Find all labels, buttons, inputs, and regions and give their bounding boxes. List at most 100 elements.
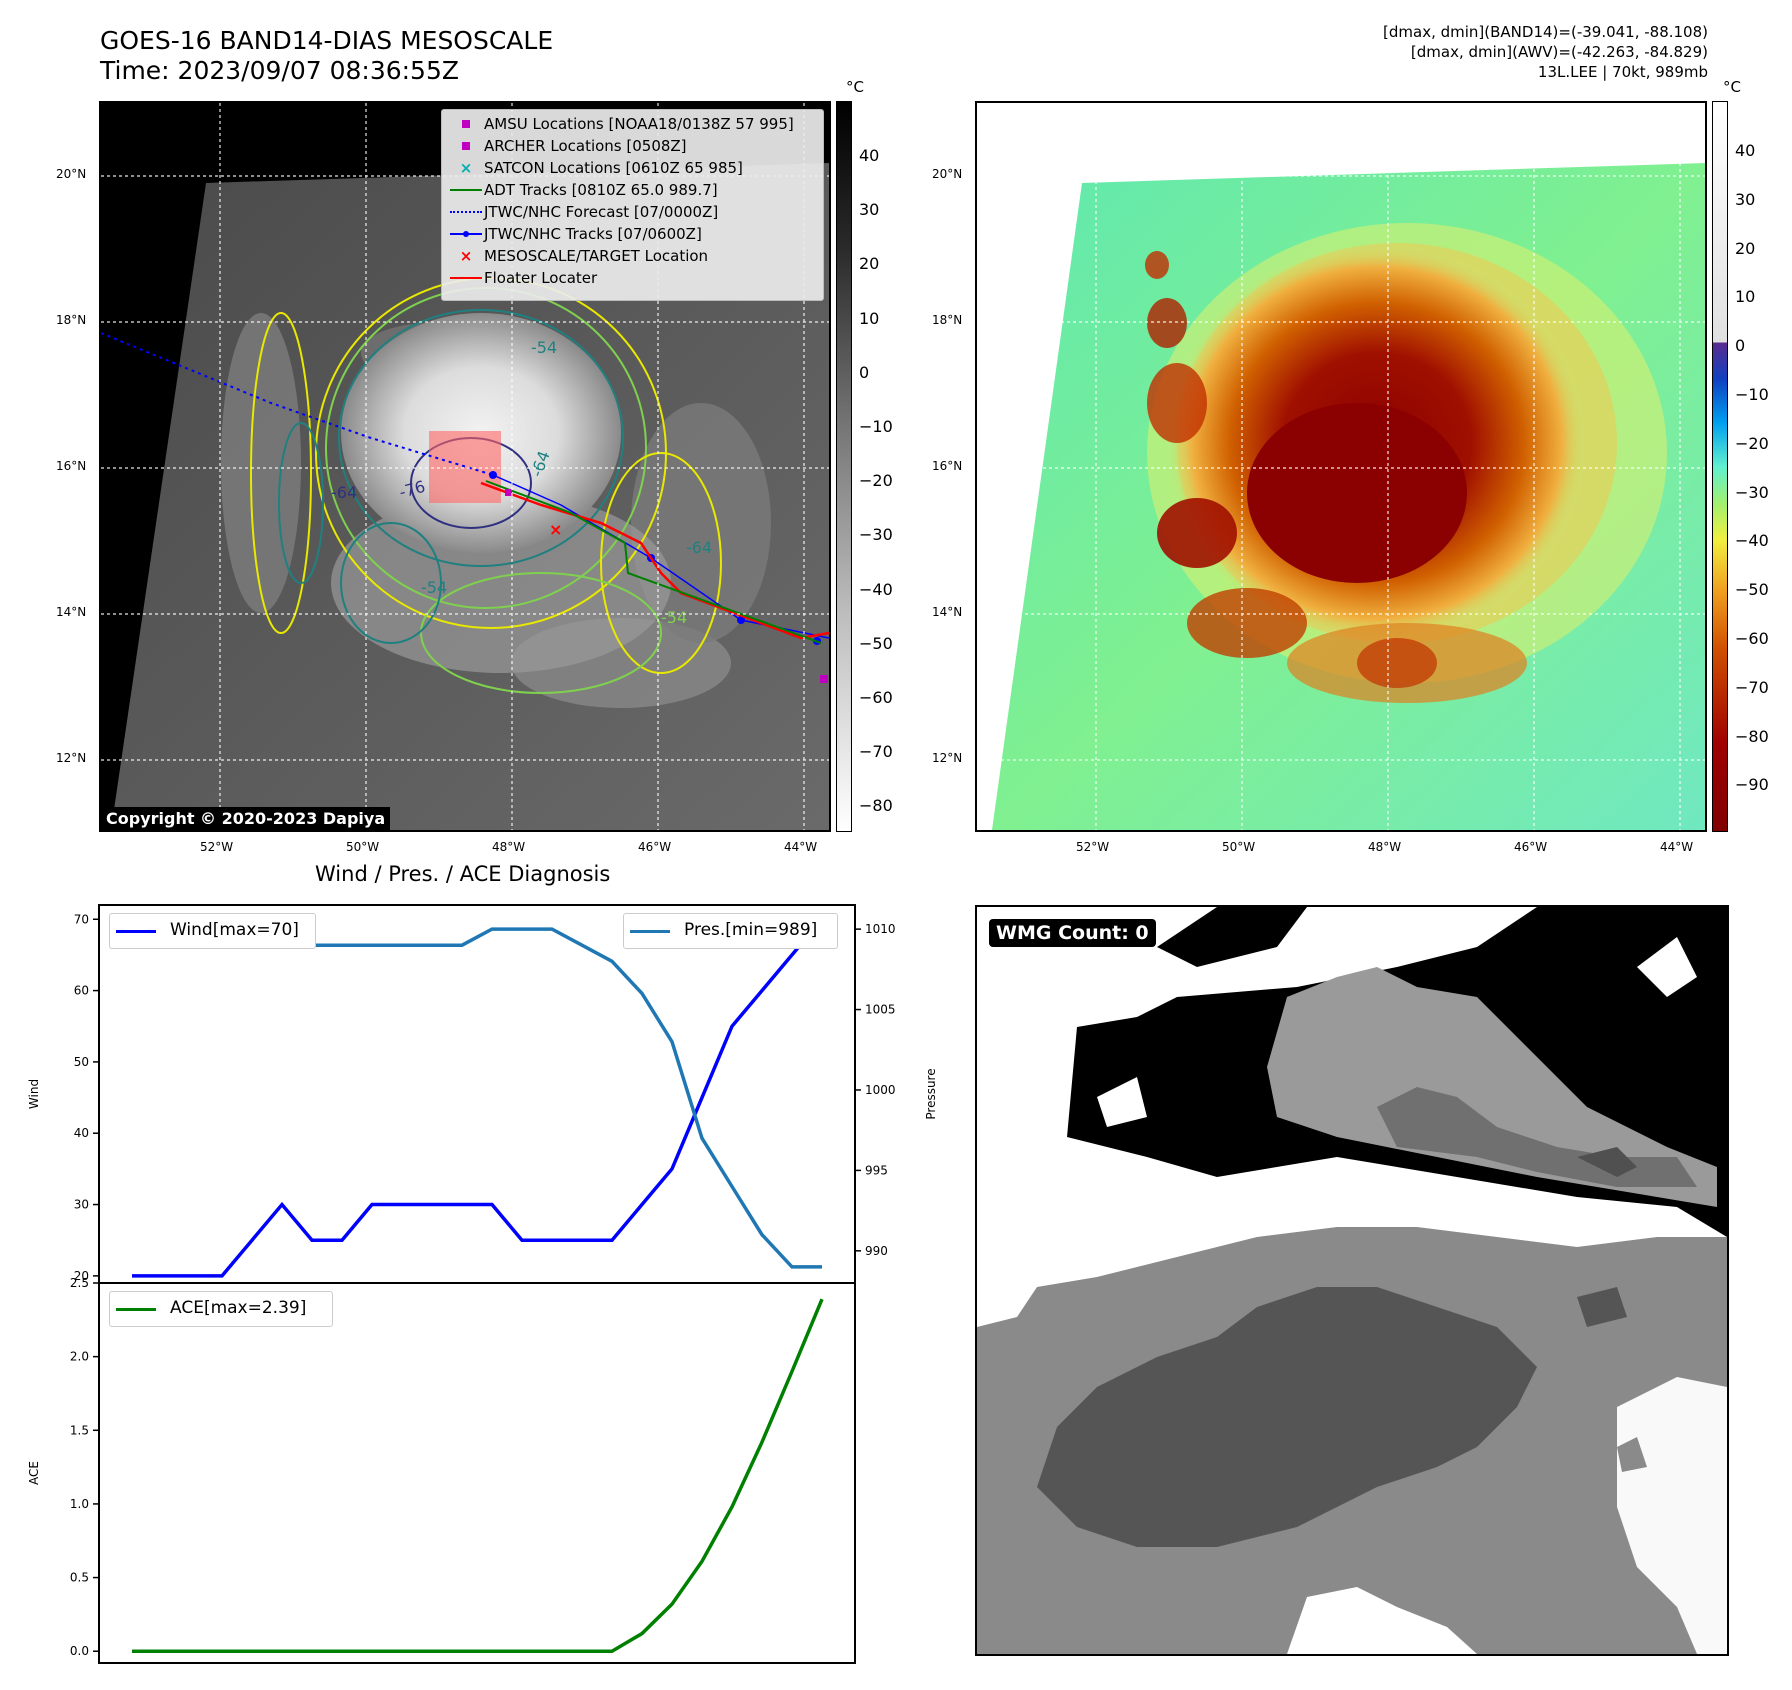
- colorbar-tick-label: 40: [859, 146, 880, 165]
- wind-legend-label: Wind[max=70]: [170, 920, 299, 940]
- colorbar-tick-label: −40: [859, 579, 893, 599]
- legend-item-jtwc-tracks: JTWC/NHC Tracks [07/0600Z]: [448, 222, 702, 244]
- title-line-1: GOES-16 BAND14-DIAS MESOSCALE: [100, 26, 554, 55]
- contour-label: -64: [686, 538, 712, 557]
- contour-teal: [338, 309, 624, 567]
- series-line: [132, 918, 824, 1278]
- wmg-image: [977, 907, 1727, 1654]
- colorbar-left: [836, 101, 852, 832]
- target-marker: ×: [549, 520, 562, 539]
- diagnosis-chart: 70 60 50 40 30 20 Wind 1010 1005 1000 995 990 Pressu…: [27, 904, 938, 1664]
- colorbar-tick-label: 20: [1735, 238, 1756, 258]
- lon-label: 46°W: [1514, 840, 1548, 854]
- wind-legend-line-icon: [116, 930, 156, 933]
- lat-label: 12°N: [56, 751, 87, 765]
- wind-legend: Wind[max=70]: [109, 913, 316, 949]
- map-legend: AMSU Locations [NOAA18/0138Z 57 995] ARC…: [441, 109, 824, 301]
- colorbar-tick-label: −20: [1735, 433, 1769, 453]
- ace-legend: ACE[max=2.39]: [109, 1291, 333, 1327]
- y-tick-label: 30: [74, 1198, 89, 1212]
- colorbar-tick-label: 0: [1735, 336, 1746, 356]
- awv-map-image: [977, 103, 1705, 830]
- lon-label: 52°W: [1076, 840, 1110, 854]
- series-line: [132, 927, 822, 1269]
- floater-track: [480, 481, 829, 640]
- mesoscale-box: [429, 431, 501, 503]
- awv-map-panel: [975, 101, 1707, 832]
- lon-label: 52°W: [200, 840, 234, 854]
- info-block: [dmax, dmin](BAND14)=(-39.041, -88.108) …: [1383, 22, 1708, 82]
- y2-tick-label: 990: [865, 1244, 888, 1258]
- lon-label: 48°W: [492, 840, 526, 854]
- copyright-label: Copyright © 2020-2023 Dapiya: [101, 807, 391, 830]
- colorbar-tick-label: −30: [1735, 482, 1769, 502]
- lat-label: 20°N: [56, 167, 87, 181]
- y-tick-label: 1.5: [70, 1423, 89, 1437]
- x-marker-icon: ×: [459, 158, 473, 177]
- pressure-legend-line-icon: [630, 930, 670, 933]
- lat-label: 16°N: [932, 459, 963, 473]
- legend-item-amsu: AMSU Locations [NOAA18/0138Z 57 995]: [448, 112, 794, 134]
- colorbar-tick-label: −30: [859, 525, 893, 545]
- legend-item-archer: ARCHER Locations [0508Z]: [448, 134, 687, 156]
- info-line-2: [dmax, dmin](AWV)=(-42.263, -84.829): [1410, 43, 1708, 61]
- lat-label: 14°N: [56, 605, 87, 619]
- contour-label: -54: [661, 608, 687, 627]
- lat-label: 12°N: [932, 751, 963, 765]
- pressure-legend-label: Pres.[min=989]: [684, 920, 818, 940]
- y2-tick-label: 1005: [865, 1003, 896, 1017]
- lat-label: 20°N: [932, 167, 963, 181]
- contour-label: -54: [531, 338, 557, 357]
- plot-frame: [98, 904, 856, 1284]
- wmg-panel: WMG Count: 0: [975, 905, 1729, 1656]
- lat-label: 14°N: [932, 605, 963, 619]
- colorbar-tick-label: −80: [859, 796, 893, 816]
- lon-label: 46°W: [638, 840, 672, 854]
- colorbar-tick-label: 10: [859, 308, 880, 328]
- colorbar-left-unit: °C: [846, 78, 864, 96]
- colorbar-tick-label: 30: [859, 200, 880, 220]
- ir-map-panel: -54 -64 -76 -64 -54 -64 -54 × Copyright …: [99, 101, 831, 832]
- legend-item-mesoscale: × MESOSCALE/TARGET Location: [448, 244, 708, 266]
- colorbar-tick-label: 10: [1735, 287, 1756, 307]
- legend-item-jtwc-forecast: JTWC/NHC Forecast [07/0000Z]: [448, 200, 718, 222]
- archer-marker: [505, 489, 512, 496]
- colorbar-tick-label: −60: [1735, 629, 1769, 648]
- y-axis-label: ACE: [27, 1461, 41, 1485]
- y-tick-label: 2.5: [70, 1276, 89, 1290]
- colorbar-tick-label: −50: [859, 633, 893, 653]
- dotted-line-icon: [448, 201, 484, 223]
- wmg-count-badge: WMG Count: 0: [989, 919, 1156, 947]
- line-icon: [448, 179, 484, 201]
- lon-label: 50°W: [346, 840, 380, 854]
- lat-label: 16°N: [56, 459, 87, 473]
- y-axis-label: Wind: [27, 1079, 41, 1109]
- ace-legend-label: ACE[max=2.39]: [170, 1298, 307, 1318]
- line-icon: [448, 267, 484, 289]
- y-tick-label: 60: [74, 984, 89, 998]
- diagnosis-title: Wind / Pres. / ACE Diagnosis: [315, 862, 611, 886]
- colorbar-right-unit: °C: [1723, 78, 1741, 96]
- map-gridlines: [977, 103, 1705, 830]
- square-marker-icon: [448, 135, 484, 157]
- x-marker-icon: ×: [459, 246, 473, 265]
- y-tick-label: 70: [74, 912, 89, 926]
- legend-item-floater: Floater Locater: [448, 266, 597, 288]
- colorbar-tick-label: −50: [1735, 580, 1769, 600]
- info-line-1: [dmax, dmin](BAND14)=(-39.041, -88.108): [1383, 23, 1708, 41]
- lat-label: 18°N: [56, 313, 87, 327]
- colorbar-tick-label: −70: [1735, 677, 1769, 697]
- colorbar-tick-label: −10: [859, 417, 893, 436]
- plot-frame: [98, 1282, 856, 1664]
- colorbar-tick-label: 0: [859, 362, 870, 382]
- line-dot-icon: [448, 223, 484, 245]
- figure-title: GOES-16 BAND14-DIAS MESOSCALE Time: 2023…: [100, 26, 553, 86]
- y-tick-label: 1.0: [70, 1497, 89, 1511]
- title-line-2: Time: 2023/09/07 08:36:55Z: [100, 56, 459, 85]
- legend-item-satcon: × SATCON Locations [0610Z 65 985]: [448, 156, 743, 178]
- jtwc-forecast-track: [101, 332, 494, 476]
- square-marker-icon: [448, 113, 484, 135]
- colorbar-tick-label: −60: [859, 688, 893, 707]
- legend-item-adt: ADT Tracks [0810Z 65.0 989.7]: [448, 178, 718, 200]
- y-tick-label: 40: [74, 1126, 89, 1140]
